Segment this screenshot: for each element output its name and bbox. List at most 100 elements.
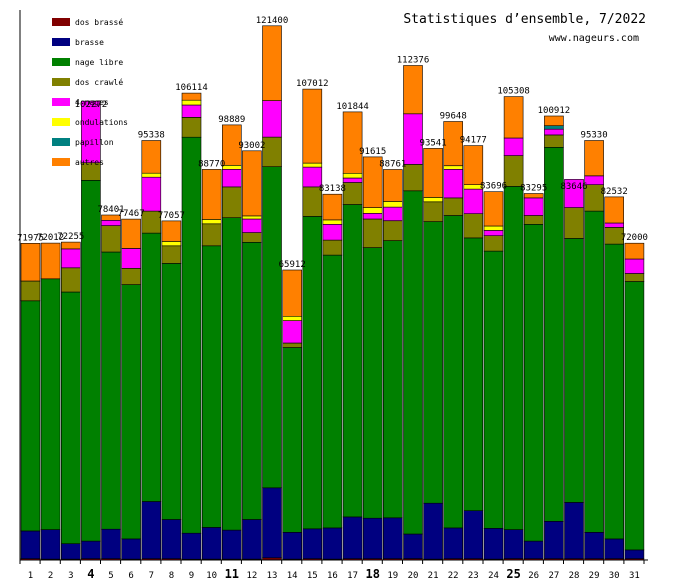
bar-segment: [523, 193, 544, 199]
total-label: 99648: [440, 112, 467, 122]
bar-segment: [242, 519, 262, 560]
bar-segment: [201, 169, 222, 220]
bar-segment: [222, 217, 242, 531]
bar-segment: [181, 117, 202, 138]
legend: dos brassé brasse nage libre dos crawlé 4 na…: [52, 17, 128, 167]
x-tick-label: 1: [28, 571, 33, 580]
bar-segment: [242, 242, 262, 520]
total-label: 100912: [538, 106, 571, 116]
bar-segment: [20, 530, 41, 560]
bar-segment: [282, 320, 303, 344]
total-label: 107012: [296, 79, 329, 89]
x-tick-label: 6: [128, 571, 133, 580]
x-tick-label: 23: [468, 571, 479, 580]
x-tick-label: 10: [206, 571, 217, 580]
bar-segment: [161, 241, 182, 247]
bar-segment: [564, 502, 584, 559]
legend-swatch: [52, 118, 70, 126]
x-tick-label: 13: [267, 571, 278, 580]
bar-segment: [483, 230, 504, 236]
legend-swatch: [52, 98, 70, 106]
bar-segment: [604, 222, 625, 228]
total-label: 83646: [560, 182, 587, 192]
bar-segment: [161, 220, 182, 242]
bar-segment: [282, 347, 303, 533]
total-label: 72000: [621, 233, 648, 243]
bar-segment: [222, 169, 242, 188]
bar-segment: [443, 215, 464, 529]
bar-segment: [423, 148, 443, 198]
bar-segment: [222, 529, 242, 560]
total-label: 105308: [497, 87, 530, 97]
total-label: 112376: [397, 56, 430, 66]
legend-swatch: [52, 138, 70, 146]
bar-segment: [523, 215, 544, 225]
x-tick-label: 21: [428, 571, 439, 580]
bar-segment: [564, 207, 584, 239]
bar-segment: [503, 96, 524, 139]
bar-segment: [604, 196, 625, 224]
bar-segment: [544, 128, 564, 136]
bar-segment: [544, 115, 564, 126]
bar-segment: [624, 281, 645, 551]
bar-segment: [81, 540, 101, 559]
bar-segment: [443, 165, 464, 170]
bar-segment: [463, 188, 484, 215]
legend-swatch: [52, 58, 70, 66]
legend-label: autres: [75, 158, 104, 167]
bar-segment: [101, 225, 121, 253]
bar-segment: [242, 150, 262, 217]
total-label: 83138: [319, 184, 346, 194]
bar-segment: [222, 186, 242, 218]
bar-segment: [423, 221, 443, 504]
bar-segment: [201, 219, 222, 225]
x-tick-label: 31: [629, 571, 640, 580]
total-label: 77467: [118, 209, 145, 219]
bar-segment: [302, 528, 323, 559]
bar-segment: [584, 531, 604, 559]
bar-segment: [483, 225, 504, 231]
axes-layer: [19, 10, 648, 564]
bar-segment: [101, 251, 121, 530]
bar-segment: [624, 549, 645, 560]
bar-segment: [483, 527, 504, 560]
bar-segment: [60, 241, 81, 250]
bar-segment: [443, 197, 464, 216]
bar-segment: [262, 166, 282, 489]
bar-segment: [463, 145, 484, 186]
bar-segment: [181, 99, 202, 106]
x-tick-label: 22: [448, 571, 459, 580]
legend-label: ondulations: [75, 118, 128, 127]
legend-swatch: [52, 18, 70, 26]
bar-segment: [362, 213, 383, 220]
bar-segment: [302, 88, 323, 164]
bar-segment: [262, 100, 282, 138]
bar-segment: [624, 273, 645, 282]
total-label: 106114: [175, 83, 208, 93]
bar-segment: [483, 250, 504, 529]
x-tick-label: 14: [287, 571, 298, 580]
x-tick-labels: 1 2 3 4 5 6 7 8 9 10 11 12 13 14 15 16 17 18 19 20 21 22 23 24 2…: [28, 567, 640, 580]
bar-segment: [242, 232, 262, 243]
bar-segment: [483, 191, 504, 227]
bar-segment: [463, 213, 484, 239]
bar-segment: [181, 92, 202, 101]
legend-label: papillon: [75, 138, 114, 147]
bar-segment: [101, 220, 121, 226]
bar-segment: [242, 218, 262, 233]
total-label: 88761: [379, 160, 406, 170]
legend-label: dos brassé: [75, 17, 123, 27]
bar-segment: [544, 134, 564, 148]
total-label: 83696: [480, 182, 507, 192]
bar-segment: [141, 176, 162, 212]
bar-segment: [382, 220, 403, 241]
bar-segment: [584, 140, 604, 177]
bar-segment: [604, 243, 625, 540]
bar-segment: [463, 510, 484, 560]
bar-segment: [544, 520, 564, 559]
x-tick-label: 29: [589, 571, 600, 580]
bar-segment: [20, 243, 41, 282]
bar-segment: [40, 278, 61, 530]
bar-segment: [544, 125, 564, 130]
bar-segment: [503, 529, 524, 559]
